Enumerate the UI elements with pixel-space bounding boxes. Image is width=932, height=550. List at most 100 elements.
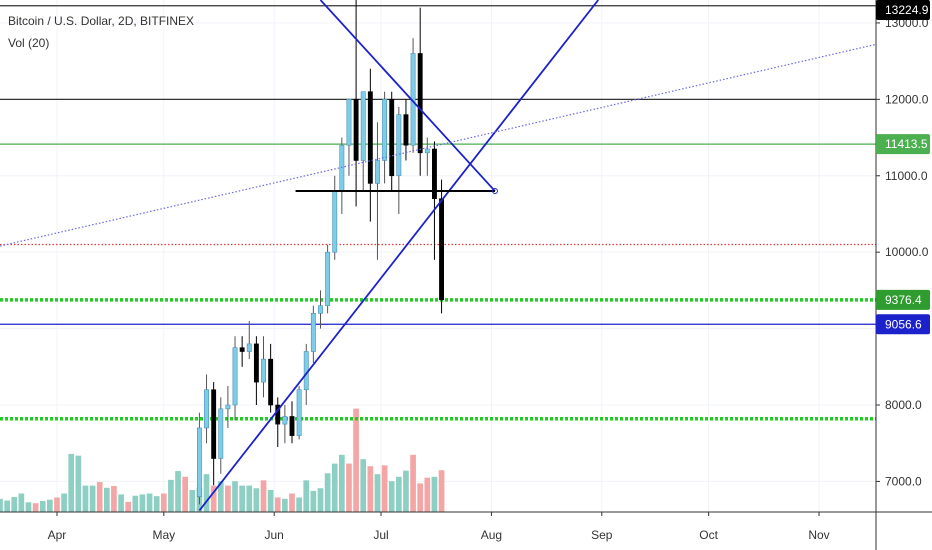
volume-legend[interactable]: Vol (20) — [8, 36, 50, 50]
price-badge — [876, 0, 930, 20]
x-tick-label: Oct — [699, 528, 718, 542]
volume-bar — [246, 485, 253, 512]
volume-bar — [346, 463, 352, 512]
candle-up — [346, 99, 352, 146]
volume-bar — [410, 454, 416, 512]
volume-bar — [54, 497, 60, 512]
ascending-support-line — [198, 0, 599, 512]
candle-up — [424, 148, 430, 154]
candle-up — [282, 416, 288, 425]
trend-lines-layer — [0, 0, 877, 512]
y-tick-label: 12000.0 — [885, 92, 929, 106]
volume-bar — [118, 494, 124, 512]
volume-bar — [89, 485, 96, 512]
y-tick-label: 11000.0 — [885, 169, 928, 183]
candle-up — [318, 305, 323, 314]
volume-bar — [431, 476, 438, 512]
volume-bar — [111, 486, 117, 512]
volume-bar — [25, 502, 32, 512]
price-badges-layer: 13224.9 11413.5 9376.4 9056.6 — [876, 0, 930, 335]
price-badge-label: 11413.5 — [885, 137, 928, 151]
long-dotted-trend-line — [0, 43, 877, 247]
candle-up — [246, 343, 252, 352]
volume-bar — [153, 496, 160, 512]
descending-resistance-line — [319, 0, 496, 192]
volume-bar — [32, 503, 39, 512]
price-badge-label: 9376.4 — [885, 293, 922, 307]
volume-bar — [367, 466, 374, 512]
candle-down — [432, 148, 437, 199]
x-tick-label: Sep — [591, 528, 613, 542]
volume-bar — [11, 497, 18, 512]
candle-up — [196, 427, 202, 498]
volume-bar — [417, 483, 424, 512]
volume-bar — [353, 408, 359, 512]
volume-bar — [339, 454, 345, 512]
volume-bar — [39, 501, 46, 512]
candle-down — [417, 53, 423, 154]
volume-bar — [96, 482, 103, 512]
apex-marker — [491, 188, 498, 195]
volume-bar — [360, 459, 367, 512]
candle-up — [232, 347, 238, 406]
x-tick-label: Aug — [481, 528, 502, 542]
volume-bar — [253, 488, 260, 512]
candle-down — [389, 99, 395, 177]
volume-bar — [438, 470, 445, 512]
candle-down — [253, 343, 259, 383]
candle-up — [396, 114, 402, 177]
volume-bar — [75, 455, 82, 512]
candle-down — [367, 91, 373, 184]
volume-bar — [61, 493, 67, 512]
candle-down — [289, 416, 295, 436]
volume-bar — [132, 495, 139, 512]
x-tick-label: May — [152, 528, 175, 542]
volume-bar — [317, 488, 324, 512]
candle-up — [261, 358, 266, 383]
volume-bar — [274, 497, 281, 512]
candle-up — [375, 160, 380, 184]
volume-bar — [260, 480, 267, 512]
volume-bar — [310, 490, 317, 512]
volume-bar — [381, 465, 388, 512]
time-axis-background — [0, 512, 932, 550]
volume-bar — [296, 497, 302, 512]
candle-up — [218, 408, 224, 459]
volume-bar — [303, 480, 310, 512]
x-tick-label: Nov — [808, 528, 829, 542]
volume-bar — [267, 490, 274, 512]
candle-up — [296, 389, 302, 436]
volume-bar — [168, 479, 174, 512]
candle-up — [310, 313, 316, 352]
price-badge-label: 13224.9 — [885, 3, 929, 17]
volume-bar — [189, 490, 196, 512]
price-axis-background — [876, 0, 932, 550]
y-tick-label: 7000.0 — [885, 474, 922, 488]
volume-bar — [146, 493, 153, 512]
volume-bar — [175, 471, 181, 512]
volume-bar — [47, 499, 53, 512]
symbol-legend[interactable]: Bitcoin / U.S. Dollar, 2D, BITFINEX — [8, 14, 195, 28]
candle-down — [275, 404, 281, 425]
x-tick-label: Jun — [265, 528, 284, 542]
volume-bar — [289, 493, 295, 512]
candle-down — [239, 347, 245, 352]
volume-bar — [210, 485, 217, 512]
volume-bar — [232, 481, 238, 512]
volume-bar — [331, 463, 338, 512]
volume-bar — [239, 485, 245, 512]
volume-bar — [395, 476, 402, 512]
price-badge-label: 9056.6 — [885, 317, 922, 331]
price-badge — [876, 314, 930, 335]
volume-bar — [424, 477, 431, 512]
volume-bar — [160, 493, 167, 512]
price-badge — [876, 289, 930, 310]
candle-up — [225, 404, 231, 410]
candle-up — [339, 144, 345, 192]
y-tick-label: 10000.0 — [885, 245, 929, 259]
x-tick-label: Jul — [373, 528, 388, 542]
volume-bar — [4, 500, 10, 512]
volume-bar — [374, 474, 381, 512]
volume-bar — [18, 493, 25, 512]
